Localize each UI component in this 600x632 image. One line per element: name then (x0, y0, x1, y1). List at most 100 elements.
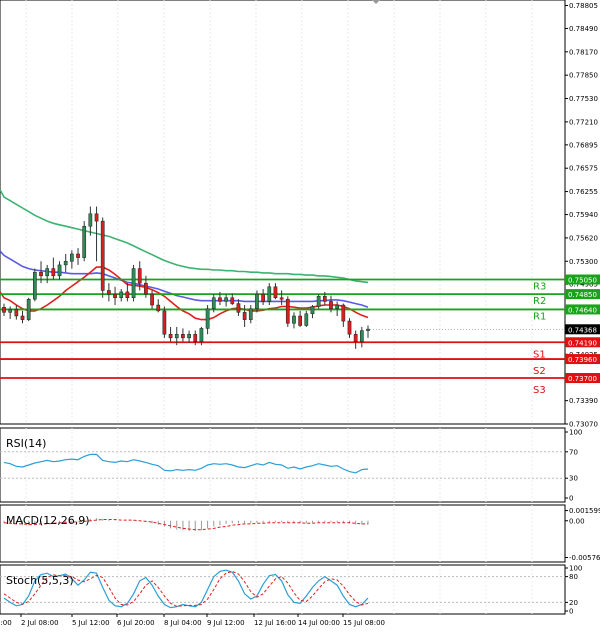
price-tick-label: 0.76895 (569, 141, 598, 149)
level-price-label-r3: 0.75050 (568, 277, 597, 285)
candle-down (261, 293, 265, 302)
level-price-label-s2: 0.73960 (568, 356, 597, 364)
price-panel: 0.78805 0.78490 0.78170 0.77850 0.77530 0.772… (0, 0, 600, 429)
candle-down (168, 333, 173, 339)
oscillator-label: MACD(12,26,9) (6, 514, 90, 527)
candle-down (285, 298, 290, 324)
candle-down (156, 304, 161, 312)
oscillator-label: Stoch(5,5,3) (6, 574, 74, 587)
candle-down (298, 315, 302, 326)
price-plot-area (0, 0, 566, 425)
level-price-tag-r1 (565, 304, 600, 315)
rsi-tick-label: 70 (569, 448, 578, 456)
price-tick-label: 0.73070 (569, 421, 598, 429)
candle-down (322, 296, 327, 302)
candle-down (39, 271, 43, 277)
candle-up (70, 253, 74, 262)
level-price-tag-s2 (565, 354, 600, 365)
candle-up (205, 308, 210, 329)
macd-tick-label: 0.001599 (569, 507, 600, 515)
candle-up (211, 297, 216, 309)
candle-up (26, 298, 31, 320)
candle-up (174, 333, 179, 339)
time-tick-label: n:00 (0, 619, 12, 627)
time-tick-label: 2 Jul 08:00 (21, 619, 59, 627)
oscillator-area (0, 564, 566, 615)
rsi-tick-label: 30 (569, 475, 578, 483)
macd-tick-label: 0.00 (569, 517, 585, 525)
price-tick-label: 0.74985 (569, 281, 598, 289)
oscillator-label: RSI(14) (6, 437, 46, 450)
candle-up (255, 293, 259, 309)
candle-down (113, 293, 117, 298)
stoch-tick-label: 0 (569, 608, 573, 616)
candle-up (119, 291, 124, 298)
candle-down (218, 297, 222, 302)
candle-down (279, 297, 284, 300)
candle-down (242, 312, 247, 320)
rsi-tick-label: 0 (569, 495, 573, 503)
candle-up (131, 268, 136, 298)
stoch-d-line (3, 570, 369, 607)
candle-down (162, 310, 167, 335)
candle-down (181, 333, 185, 339)
rsi-tick-label: 100 (569, 429, 582, 437)
candle-up (57, 264, 62, 277)
stoch-tick-label: 80 (569, 573, 578, 581)
ma-slow-line (0, 189, 369, 284)
current-price-label: 0.74368 (568, 326, 597, 334)
candle-up (224, 297, 228, 302)
candle-up (88, 213, 93, 227)
price-tick-label: 0.75300 (569, 258, 598, 266)
candle-down (273, 286, 278, 298)
candle-down (329, 301, 333, 309)
time-tick-label: 9 Jul 12:00 (207, 619, 245, 627)
price-tick-label: 0.76575 (569, 165, 598, 173)
candle-down (2, 306, 6, 313)
candle-down (236, 303, 241, 313)
price-tick-label: 0.77850 (569, 72, 598, 80)
candle-down (14, 309, 19, 317)
candle-down (100, 220, 105, 291)
candle-down (341, 304, 346, 322)
candle-up (335, 304, 340, 309)
stoch-tick-label: 20 (569, 599, 578, 607)
candle-down (20, 315, 25, 320)
macd-signal-line (3, 519, 368, 531)
macd-panel: 0.001599 0.00 -0.005765 MACD(12,26,9) (0, 504, 600, 563)
price-tick-label: 0.75940 (569, 211, 598, 219)
candle-down (137, 268, 142, 284)
candle-down (347, 320, 352, 335)
candle-up (32, 271, 37, 300)
rsi-panel: 100 70 30 0 RSI(14) (0, 427, 582, 503)
candle-up (8, 309, 13, 313)
time-tick-label: 8 Jul 04:00 (164, 619, 202, 627)
candle-down (150, 293, 154, 306)
level-name-s1: S1 (533, 349, 546, 360)
candle-up (316, 296, 321, 307)
current-price-tag (565, 324, 600, 335)
rsi-line (3, 453, 369, 474)
level-price-tag-r2 (565, 289, 600, 300)
candle-up (366, 328, 370, 331)
level-name-s2: S2 (533, 366, 546, 377)
level-price-tag-s3 (565, 373, 600, 384)
price-tick-label: 0.76255 (569, 188, 598, 196)
candle-up (359, 330, 364, 342)
time-tick-label: 6 Jul 20:00 (117, 619, 155, 627)
price-tick-label: 0.75620 (569, 234, 598, 242)
ma-fast-line (0, 266, 369, 321)
price-tick-label: 0.78805 (569, 2, 598, 10)
candle-down (144, 282, 148, 295)
price-tick-label: 0.77530 (569, 95, 598, 103)
candle-up (187, 333, 191, 339)
time-tick-label: 5 Jul 12:00 (72, 619, 110, 627)
candle-down (51, 268, 56, 277)
time-axis: n:00 2 Jul 08:00 5 Jul 12:00 6 Jul 20:00 8 J… (0, 614, 385, 627)
candle-down (107, 290, 111, 295)
candle-up (45, 268, 50, 277)
candle-up (304, 313, 309, 326)
stoch-tick-label: 100 (569, 565, 582, 573)
level-name-s3: S3 (533, 385, 546, 396)
